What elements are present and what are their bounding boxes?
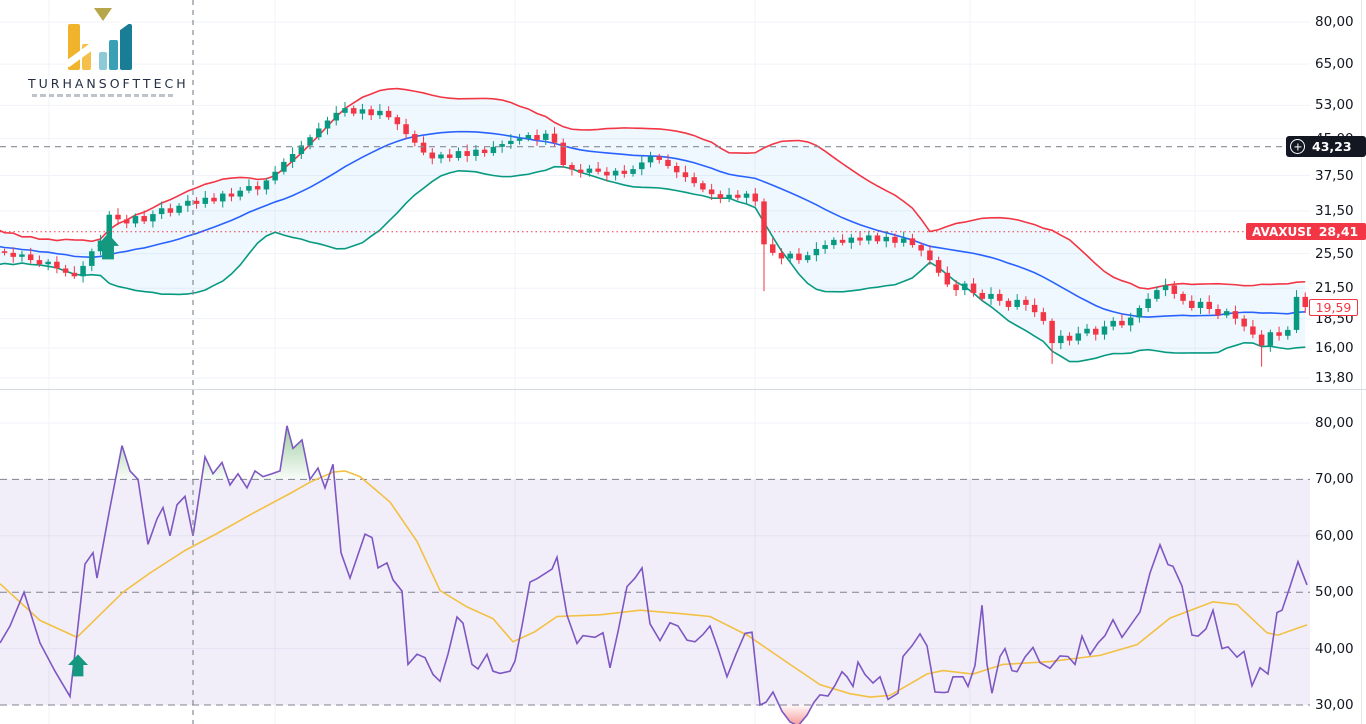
price-tick-label: 25,50 xyxy=(1315,245,1354,262)
symbol-price-line-badge: AVAXUSDT xyxy=(1246,223,1331,241)
last-price-badge: 28,41 xyxy=(1311,223,1366,241)
price-tick-label: 53,00 xyxy=(1315,97,1354,114)
rsi-tick-label: 40,00 xyxy=(1315,640,1354,657)
rsi-pane[interactable] xyxy=(0,390,1310,724)
bb-lower-line xyxy=(0,165,1306,363)
price-tick-label: 65,00 xyxy=(1315,56,1354,73)
buy-signal-arrow-rsi[interactable] xyxy=(68,654,88,677)
price-tick-label: 31,50 xyxy=(1315,202,1354,219)
candlesticks xyxy=(1,102,1309,367)
crosshair-plus-icon[interactable] xyxy=(1290,139,1305,155)
crosshair-price-badge[interactable]: 43,23 xyxy=(1286,136,1366,158)
bb-upper-line xyxy=(0,87,1306,290)
rsi-line xyxy=(0,425,1308,724)
rsi-tick-label: 30,00 xyxy=(1315,697,1354,713)
price-tick-label: 37,50 xyxy=(1315,167,1354,184)
price-tick-label: 16,00 xyxy=(1315,340,1354,357)
price-tick-label: 13,80 xyxy=(1315,370,1354,387)
bollinger-bands xyxy=(0,87,1306,363)
rsi-tick-label: 70,00 xyxy=(1315,471,1354,488)
bar-close-price-badge: 19,59 xyxy=(1309,298,1358,316)
arrow-head-icon xyxy=(94,8,112,21)
scale-right-border xyxy=(1361,0,1362,724)
brand-logo: TURHANSOFTTECH xyxy=(28,6,189,97)
brand-logo-icon xyxy=(64,6,144,70)
bb-middle-line xyxy=(0,130,1306,318)
rsi-tick-label: 80,00 xyxy=(1315,415,1354,431)
brand-tagline xyxy=(32,94,174,97)
price-scale[interactable]: 80,0065,0053,0045,0037,5031,5025,5021,50… xyxy=(1310,0,1366,724)
price-tick-label: 80,00 xyxy=(1315,14,1354,30)
rsi-overbought-fill xyxy=(0,425,1307,480)
crosshair-price-label: 43,23 xyxy=(1312,139,1352,155)
rsi-tick-label: 60,00 xyxy=(1315,527,1354,544)
chart-canvas[interactable] xyxy=(0,0,1310,724)
pane-separator[interactable] xyxy=(0,389,1366,390)
brand-name: TURHANSOFTTECH xyxy=(28,76,189,91)
price-chart-pane[interactable] xyxy=(0,0,1310,389)
buy-signal-arrow-price[interactable] xyxy=(97,233,119,260)
price-tick-label: 21,50 xyxy=(1315,280,1354,297)
rsi-tick-label: 50,00 xyxy=(1315,584,1354,601)
rsi-ma-line xyxy=(0,470,1308,698)
